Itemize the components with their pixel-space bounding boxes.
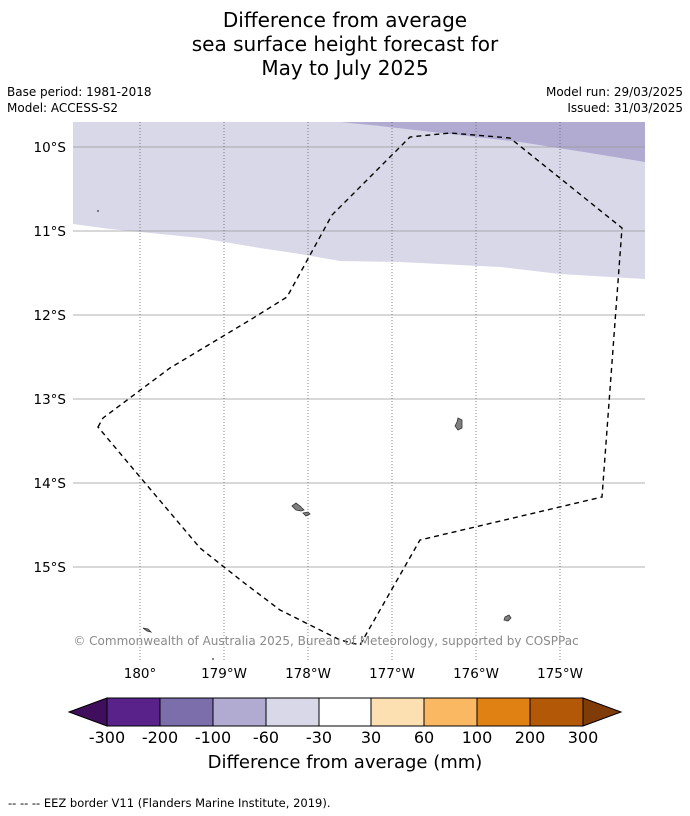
colorbar-segment bbox=[423, 697, 478, 727]
lon-label: 175°W bbox=[537, 666, 583, 682]
anomaly-band-light bbox=[73, 122, 645, 279]
lat-label: 11°S bbox=[34, 224, 67, 240]
lat-label: 15°S bbox=[34, 560, 67, 576]
colorbar-segment bbox=[159, 697, 214, 727]
model-label: Model: ACCESS-S2 bbox=[7, 101, 119, 115]
longitude-labels: 180° 179°W 178°W 177°W 176°W 175°W bbox=[124, 666, 583, 682]
title-line-2: sea surface height forecast for bbox=[191, 32, 499, 56]
copyright-notice: © Commonwealth of Australia 2025, Bureau… bbox=[73, 634, 578, 648]
colorbar-tick: 300 bbox=[568, 728, 599, 747]
eez-footnote: -- -- -- EEZ border V11 (Flanders Marine… bbox=[8, 796, 331, 810]
colorbar-segment bbox=[212, 697, 267, 727]
island-wallis bbox=[454, 417, 463, 431]
lon-label: 180° bbox=[124, 666, 157, 682]
lon-label: 176°W bbox=[453, 666, 499, 682]
colorbar-tick: 60 bbox=[414, 728, 434, 747]
lon-label: 179°W bbox=[201, 666, 247, 682]
colorbar-tick: 200 bbox=[515, 728, 546, 747]
colorbar bbox=[67, 697, 623, 727]
colorbar-extend-low bbox=[67, 697, 108, 727]
island-southeast bbox=[503, 614, 512, 622]
latitude-gridlines bbox=[73, 146, 645, 568]
title-line-1: Difference from average bbox=[222, 8, 468, 32]
colorbar-segment bbox=[106, 697, 161, 727]
lon-label: 177°W bbox=[369, 666, 415, 682]
anomaly-band-medium bbox=[340, 122, 645, 162]
colorbar-tick: 30 bbox=[361, 728, 381, 747]
island-southwest bbox=[142, 627, 153, 633]
issued-label: Issued: 31/03/2025 bbox=[567, 101, 683, 115]
small-islet bbox=[97, 210, 99, 212]
model-run-label: Model run: 29/03/2025 bbox=[545, 85, 683, 99]
colorbar-tick: -200 bbox=[142, 728, 178, 747]
eez-border bbox=[97, 132, 623, 646]
colorbar-tick: -100 bbox=[195, 728, 231, 747]
island-alofi bbox=[302, 511, 311, 517]
island-futuna bbox=[291, 502, 305, 512]
colorbar-tick: -30 bbox=[306, 728, 332, 747]
lat-label: 12°S bbox=[34, 308, 67, 324]
lon-label: 178°W bbox=[285, 666, 331, 682]
base-period-label: Base period: 1981-2018 bbox=[7, 85, 152, 99]
colorbar-segment bbox=[370, 697, 425, 727]
latitude-labels: 10°S 11°S 12°S 13°S 14°S 15°S bbox=[34, 140, 67, 576]
lat-label: 13°S bbox=[34, 392, 67, 408]
title-line-3: May to July 2025 bbox=[261, 56, 429, 80]
lat-label: 10°S bbox=[34, 140, 67, 156]
colorbar-segment bbox=[265, 697, 320, 727]
colorbar-segment bbox=[476, 697, 531, 727]
small-islet bbox=[212, 658, 214, 660]
colorbar-tick: -300 bbox=[89, 728, 125, 747]
colorbar-tick-labels: -300 -200 -100 -60 -30 30 60 100 200 300 bbox=[89, 728, 598, 747]
colorbar-tick: 100 bbox=[462, 728, 493, 747]
colorbar-segment bbox=[318, 697, 372, 727]
map-area bbox=[73, 122, 645, 660]
colorbar-tick: -60 bbox=[253, 728, 279, 747]
colorbar-extend-high bbox=[582, 697, 623, 727]
colorbar-segment bbox=[529, 697, 584, 727]
colorbar-title: Difference from average (mm) bbox=[207, 752, 483, 773]
lat-label: 14°S bbox=[34, 476, 67, 492]
